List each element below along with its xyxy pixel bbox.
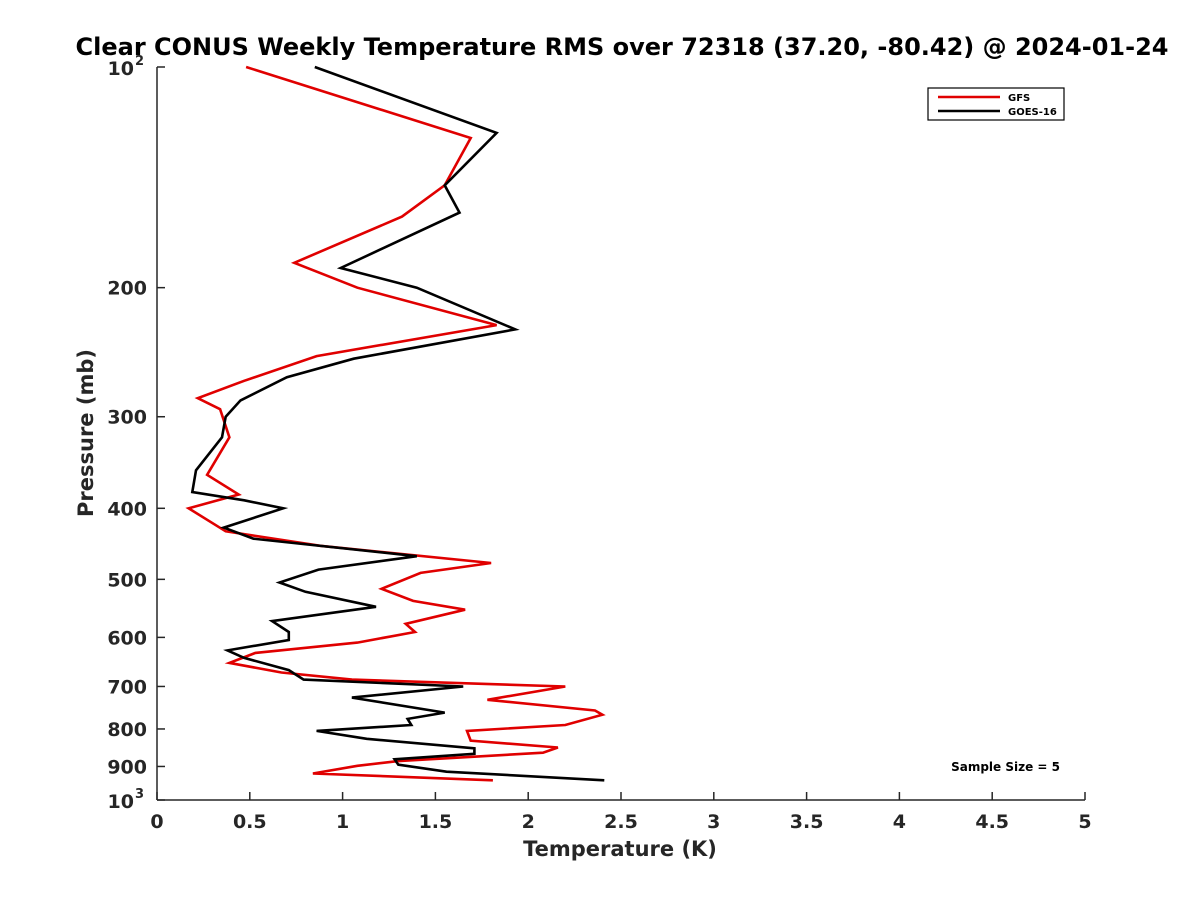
- x-tick-label: 0.5: [233, 811, 267, 833]
- plot-lines: [185, 65, 606, 782]
- y-tick-label: 600: [107, 627, 147, 649]
- x-tick-label: 0: [150, 811, 163, 833]
- y-tick-label: 300: [107, 407, 147, 429]
- legend-label-gfs: GFS: [1008, 93, 1030, 104]
- x-tick-label: 4: [893, 811, 906, 833]
- y-tick-label-base: 10: [108, 791, 134, 813]
- legend-box: [927, 87, 1065, 121]
- y-tick-label: 200: [107, 278, 147, 300]
- axes: 0 0.5 1 1.5 2 2.5 3 3.5 4 4.5 510 22003004005006007…: [107, 54, 1091, 833]
- x-tick-label: 3: [707, 811, 720, 833]
- x-tick-label: 4.5: [975, 811, 1009, 833]
- legend-label-goes-16: GOES-16: [1008, 107, 1057, 118]
- x-tick-label: 3.5: [790, 811, 824, 833]
- chart-title: Clear CONUS Weekly Temperature RMS over …: [76, 33, 1169, 61]
- y-tick-label: 800: [107, 719, 147, 741]
- gfs-series-line: [185, 65, 606, 782]
- x-tick-label: 2: [522, 811, 535, 833]
- y-tick-label-base: 10: [108, 58, 134, 80]
- goes-16-series-line: [190, 65, 605, 782]
- y-tick-label: 400: [107, 498, 147, 520]
- legend: GFS GOES-16: [927, 87, 1065, 121]
- sample-size-annotation: Sample Size = 5: [951, 760, 1060, 774]
- y-tick-label-exponent: 3: [135, 787, 144, 802]
- y-axis-label: Pressure (mb): [74, 349, 98, 517]
- y-tick-label: 500: [107, 569, 147, 591]
- x-tick-label: 5: [1078, 811, 1091, 833]
- y-tick-label-exponent: 2: [135, 54, 144, 69]
- x-tick-label: 1: [336, 811, 349, 833]
- y-tick-label: 700: [107, 676, 147, 698]
- y-tick-label: 900: [107, 756, 147, 778]
- x-tick-label: 2.5: [604, 811, 638, 833]
- x-tick-label: 1.5: [419, 811, 453, 833]
- x-axis-label: Temperature (K): [523, 837, 717, 861]
